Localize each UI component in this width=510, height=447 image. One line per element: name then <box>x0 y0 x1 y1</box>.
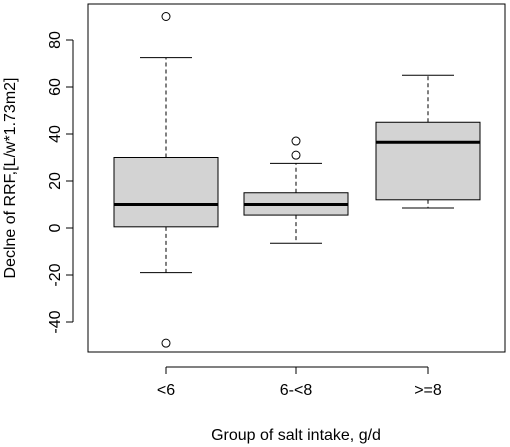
y-tick-label: 60 <box>47 78 64 96</box>
y-axis-label: Declne of RRF,[L/w*1.73m2] <box>2 78 19 279</box>
plot-frame <box>87 3 506 353</box>
box-layer <box>113 12 481 348</box>
x-tick-label: >=8 <box>414 382 442 399</box>
y-tick-label: 40 <box>47 125 64 143</box>
x-axis: <6 6-<8 >=8 <box>157 366 442 399</box>
box-group <box>113 12 219 348</box>
box-group <box>375 74 481 209</box>
y-axis: -40 -20 0 20 40 60 80 <box>47 31 74 334</box>
x-tick-label: <6 <box>157 382 175 399</box>
y-tick-label: 20 <box>47 172 64 190</box>
iqr-box <box>375 121 481 201</box>
box-group <box>243 136 349 244</box>
y-tick-label: -40 <box>47 310 64 333</box>
outlier-point <box>161 338 171 348</box>
outlier-point <box>291 136 301 146</box>
outlier-point <box>161 12 171 21</box>
iqr-box <box>113 157 219 228</box>
y-tick-label: -20 <box>47 263 64 286</box>
x-axis-label: Group of salt intake, g/d <box>211 427 381 444</box>
outlier-point <box>291 150 301 160</box>
x-tick-label: 6-<8 <box>280 382 313 399</box>
y-tick-label: 0 <box>47 223 64 232</box>
y-tick-label: 80 <box>47 31 64 49</box>
